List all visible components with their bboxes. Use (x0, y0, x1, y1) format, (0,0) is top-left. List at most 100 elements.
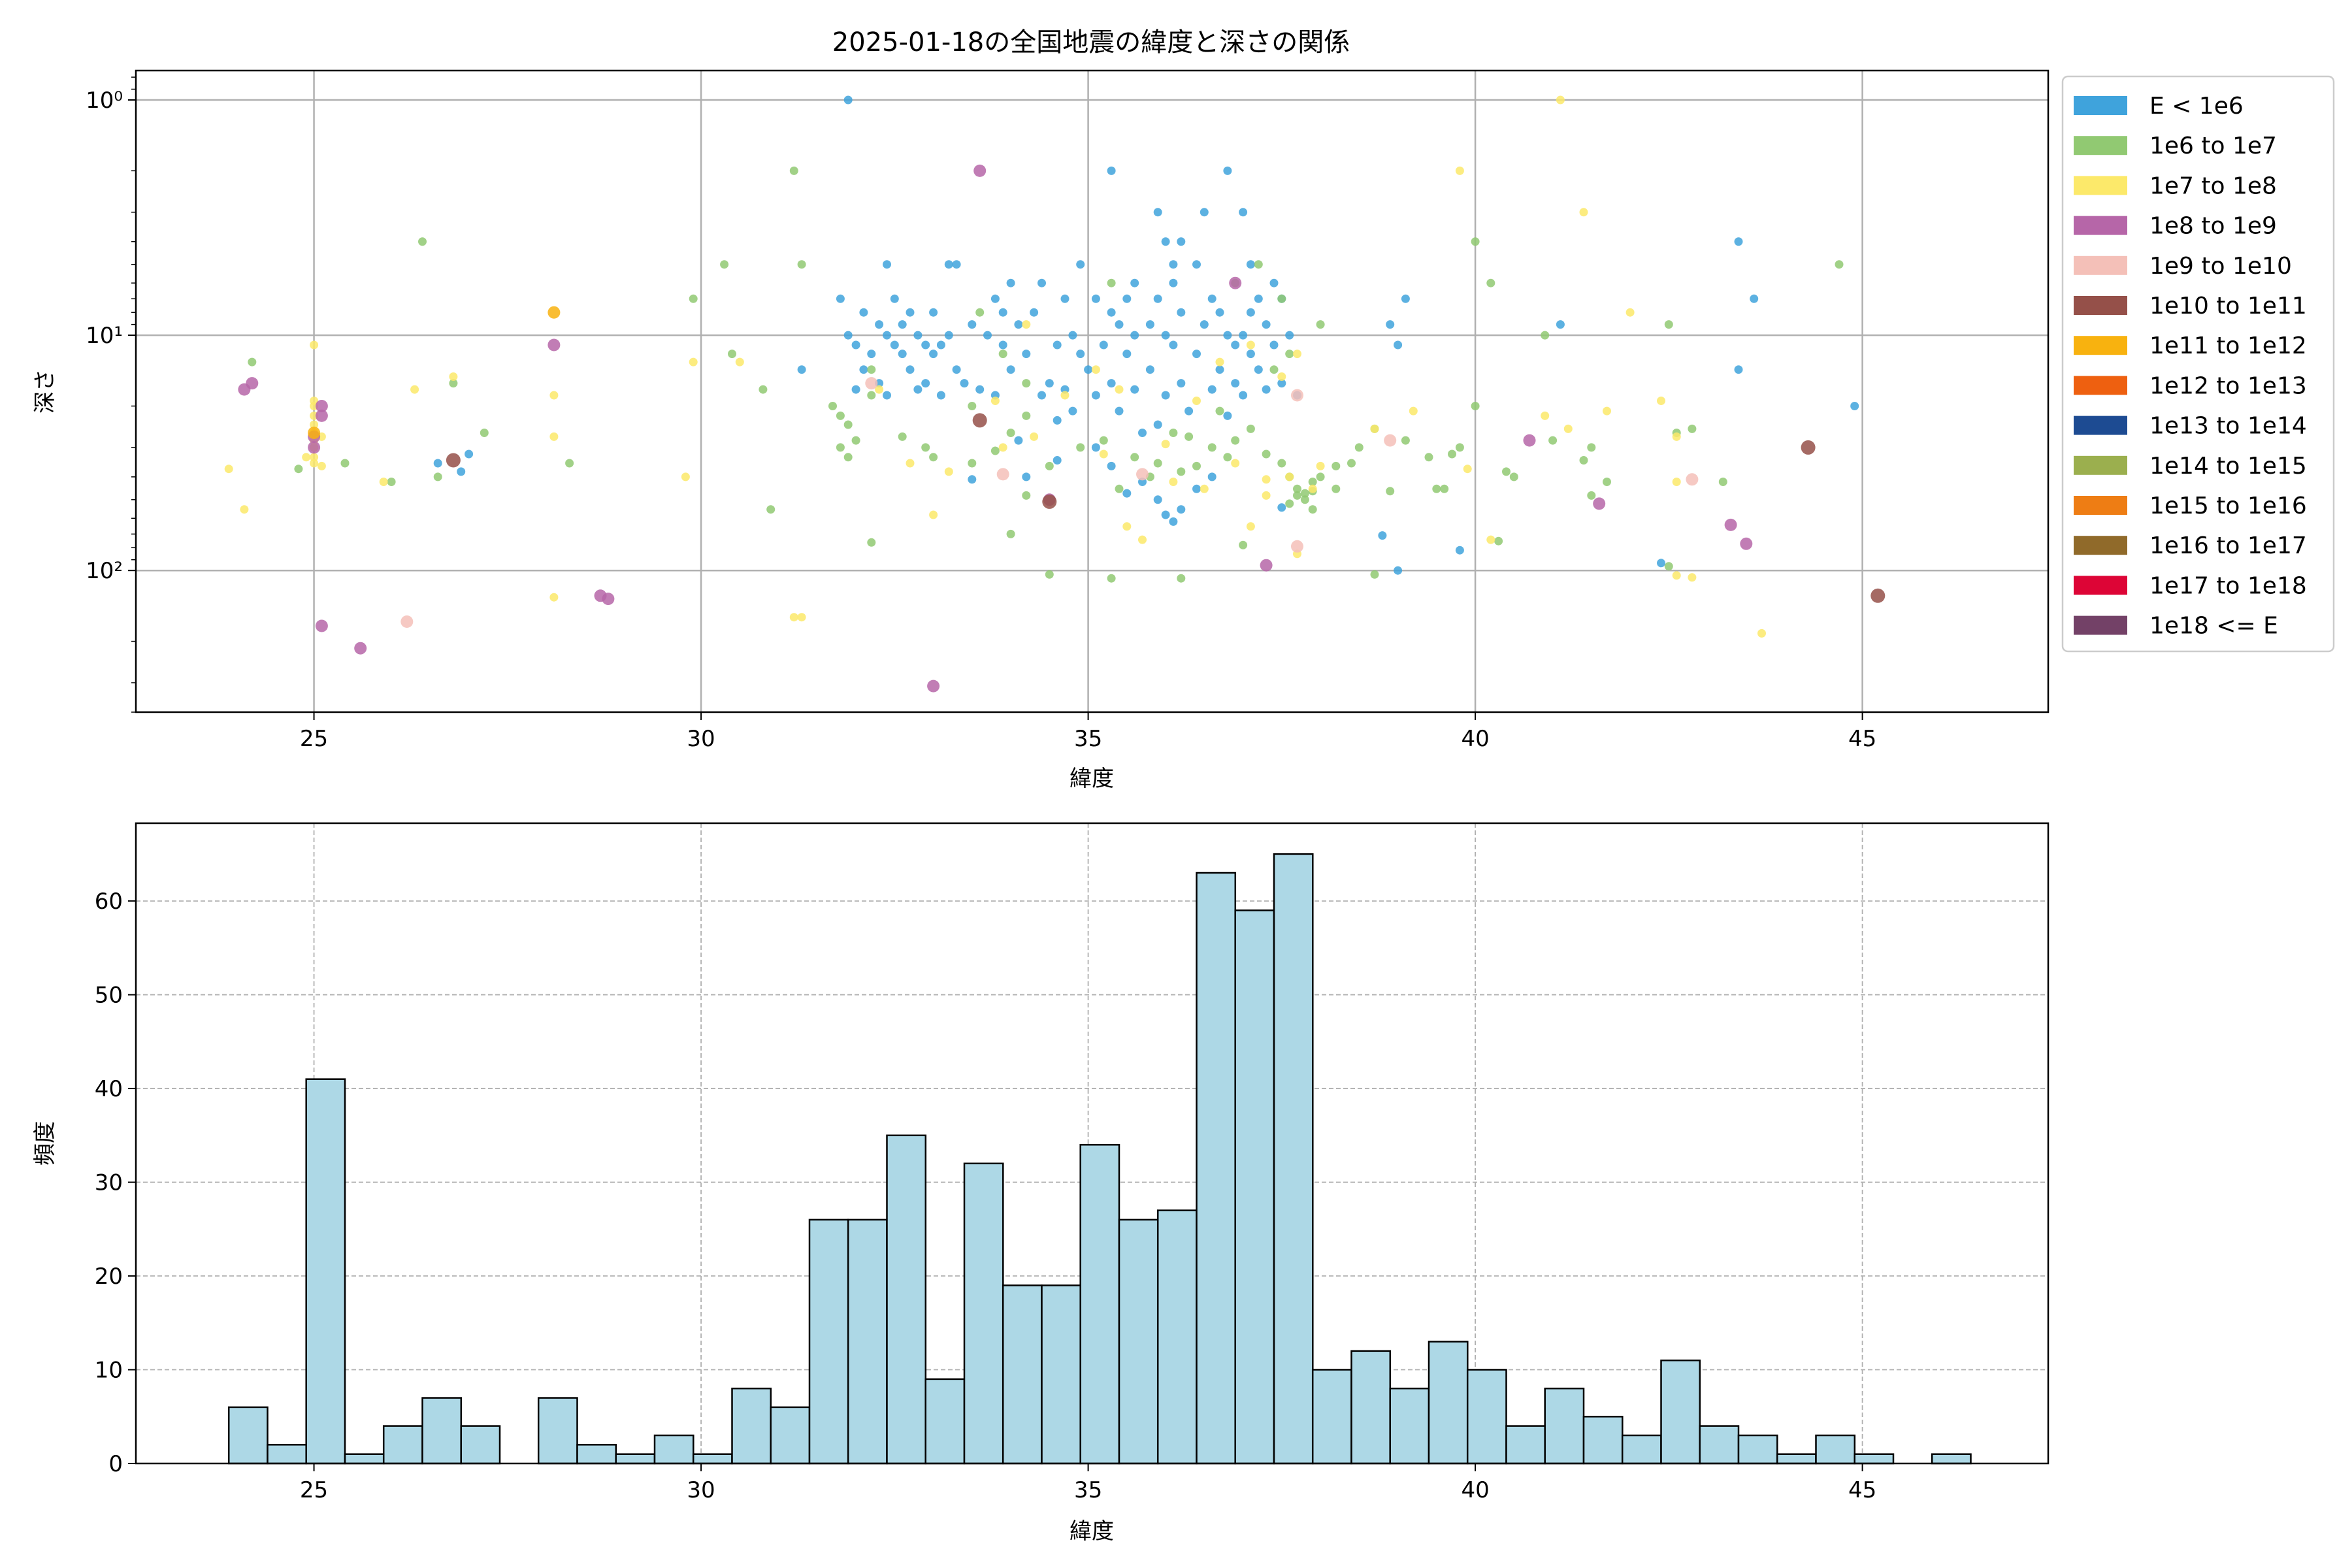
scatter-point (836, 443, 845, 452)
scatter-point (1060, 294, 1070, 303)
scatter-point (1664, 562, 1673, 571)
scatter-point (1331, 484, 1341, 493)
histogram-bar (808, 1218, 849, 1465)
scatter-point (1122, 489, 1132, 498)
scatter-point (1262, 385, 1271, 394)
scatter-point (883, 260, 891, 269)
scatter-point (1022, 320, 1031, 329)
histogram-bar (770, 1406, 811, 1465)
legend-label: 1e8 to 1e9 (2149, 213, 2277, 240)
scatter-point (1262, 449, 1271, 459)
scatter-point (1316, 472, 1325, 482)
scatter-point (315, 400, 328, 412)
scatter-point (1215, 357, 1224, 367)
histogram-bar (1118, 1218, 1159, 1465)
scatter-x-axis: 25 30 35 40 45 (300, 712, 1876, 752)
scatter-point (1153, 459, 1162, 468)
histogram-bar (1931, 1453, 1972, 1465)
scatter-point (1045, 379, 1054, 388)
scatter-point (449, 379, 458, 388)
scatter-point (789, 166, 798, 175)
scatter-title: 2025-01-18の全国地震の緯度と深さの関係 (832, 27, 1350, 57)
scatter-point (1136, 468, 1149, 481)
histogram-bar (692, 1453, 733, 1465)
scatter-point (1207, 472, 1217, 482)
histogram-bar (847, 1218, 888, 1465)
scatter-point (1006, 429, 1015, 437)
legend-label: 1e15 to 1e16 (2149, 493, 2307, 519)
legend-swatch (2074, 376, 2127, 395)
scatter-point (766, 505, 776, 514)
scatter-point (960, 379, 969, 388)
scatter-x-tick-label: 30 (687, 726, 715, 752)
scatter-point (1223, 453, 1232, 462)
scatter-point (340, 459, 350, 468)
scatter-point (433, 472, 442, 482)
scatter-point (883, 331, 891, 340)
histogram-bar (1737, 1434, 1778, 1465)
scatter-point (1277, 294, 1286, 303)
scatter-point (1207, 385, 1217, 394)
scatter-point (1107, 308, 1116, 317)
histogram-bar (963, 1162, 1004, 1465)
scatter-point (1757, 629, 1766, 638)
scatter-point (1370, 424, 1379, 433)
scatter-point (1432, 484, 1441, 493)
scatter-point (1269, 278, 1279, 287)
scatter-point (1688, 424, 1697, 433)
legend-label: 1e10 to 1e11 (2149, 293, 2307, 319)
scatter-point (1378, 531, 1387, 540)
scatter-point (968, 402, 977, 410)
scatter-point (1386, 320, 1395, 329)
scatter-point (294, 465, 303, 474)
scatter-point (998, 443, 1007, 452)
scatter-point (996, 468, 1009, 481)
scatter-point (1099, 449, 1108, 459)
scatter-point (1448, 449, 1456, 459)
scatter-point (1130, 453, 1139, 462)
scatter-point (1184, 432, 1194, 441)
histogram-bar (1699, 1425, 1740, 1465)
scatter-point (1084, 365, 1093, 374)
scatter-point (1169, 260, 1178, 269)
scatter-point (990, 397, 1000, 405)
scatter-point (549, 391, 559, 400)
histogram-y-tick-label: 40 (95, 1076, 123, 1102)
scatter-point (843, 331, 853, 340)
scatter-point (1246, 340, 1255, 350)
scatter-point (400, 615, 414, 628)
histogram-x-tick-label: 35 (1074, 1477, 1102, 1503)
scatter-point (1239, 540, 1248, 549)
scatter-point (859, 308, 868, 317)
scatter-point (929, 308, 938, 317)
legend-swatch (2074, 136, 2127, 155)
scatter-point (1246, 424, 1255, 433)
scatter-point (1177, 237, 1186, 246)
scatter-plot-frame (135, 69, 2050, 713)
scatter-point (1308, 484, 1317, 493)
scatter-point (1184, 406, 1194, 416)
scatter-point (898, 432, 907, 441)
scatter-point (1091, 443, 1100, 452)
scatter-point (1277, 372, 1286, 381)
scatter-point (1523, 434, 1536, 447)
scatter-point (1285, 350, 1294, 359)
scatter-point (1022, 472, 1031, 482)
scatter-point (1177, 379, 1186, 388)
legend: E < 1e6 1e6 to 1e7 1e7 to 1e8 1e8 to 1e9 1e9… (2061, 75, 2335, 653)
scatter-point (1200, 484, 1209, 493)
scatter-point (387, 478, 396, 486)
scatter-point (1394, 566, 1403, 575)
scatter-point (1370, 570, 1379, 579)
scatter-point (1053, 340, 1062, 350)
scatter-point (1471, 402, 1480, 410)
scatter-point (1300, 495, 1309, 504)
histogram-bar (1350, 1350, 1392, 1465)
histogram-bar (1196, 872, 1237, 1465)
histogram-bar (1389, 1387, 1430, 1465)
scatter-point (789, 613, 798, 622)
histogram-bar (1428, 1341, 1469, 1465)
scatter-point (1850, 402, 1859, 410)
scatter-point (906, 308, 915, 317)
scatter-point (720, 260, 729, 269)
